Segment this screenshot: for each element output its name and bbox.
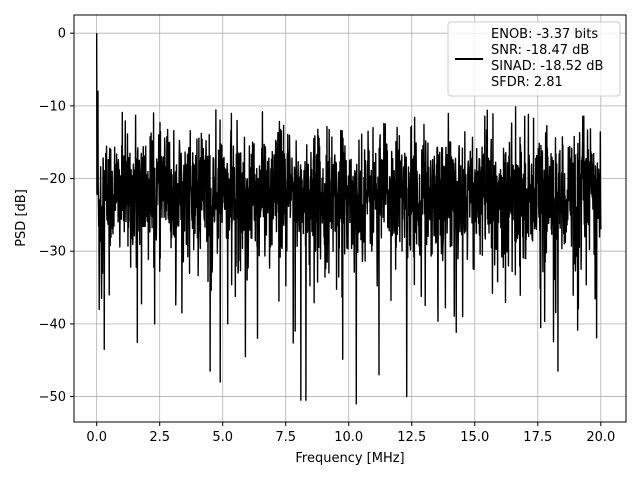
series-group [95,33,602,405]
x-tick-label: 5.0 [212,430,233,445]
x-tick-label: 10.0 [334,430,363,445]
legend-line-snr: SNR: -18.47 dB [491,43,589,58]
y-tick-label: −10 [39,99,66,114]
x-axis-label: Frequency [MHz] [295,451,404,466]
legend-line-enob: ENOB: -3.37 bits [491,27,598,42]
y-tick-label: −30 [39,245,66,260]
x-tick-label: 17.5 [523,430,552,445]
legend-line-sfdr: SFDR: 2.81 [491,75,563,90]
x-tick-label: 7.5 [275,430,296,445]
psd-trace [95,33,602,405]
legend-box [447,21,621,97]
x-tick-label: 12.5 [397,430,426,445]
y-tick-label: 0 [58,27,66,42]
y-tick-label: −20 [39,172,66,187]
plot-frame [73,14,627,423]
x-axis-ticks: 0.0 2.5 5.0 7.5 10.0 12.5 15.0 17.5 20.0 [86,422,615,445]
x-tick-label: 20.0 [586,430,615,445]
y-tick-label: −50 [39,390,66,405]
y-axis-label: PSD [dB] [14,189,29,247]
legend-line-sinad: SINAD: -18.52 dB [491,59,603,74]
y-tick-label: −40 [39,317,66,332]
x-tick-label: 15.0 [460,430,489,445]
y-axis-ticks: 0 −10 −20 −30 −40 −50 [39,27,74,405]
legend: ENOB: -3.37 bits SNR: -18.47 dB SINAD: -… [447,21,621,97]
x-tick-label: 0.0 [86,430,107,445]
x-tick-label: 2.5 [149,430,170,445]
